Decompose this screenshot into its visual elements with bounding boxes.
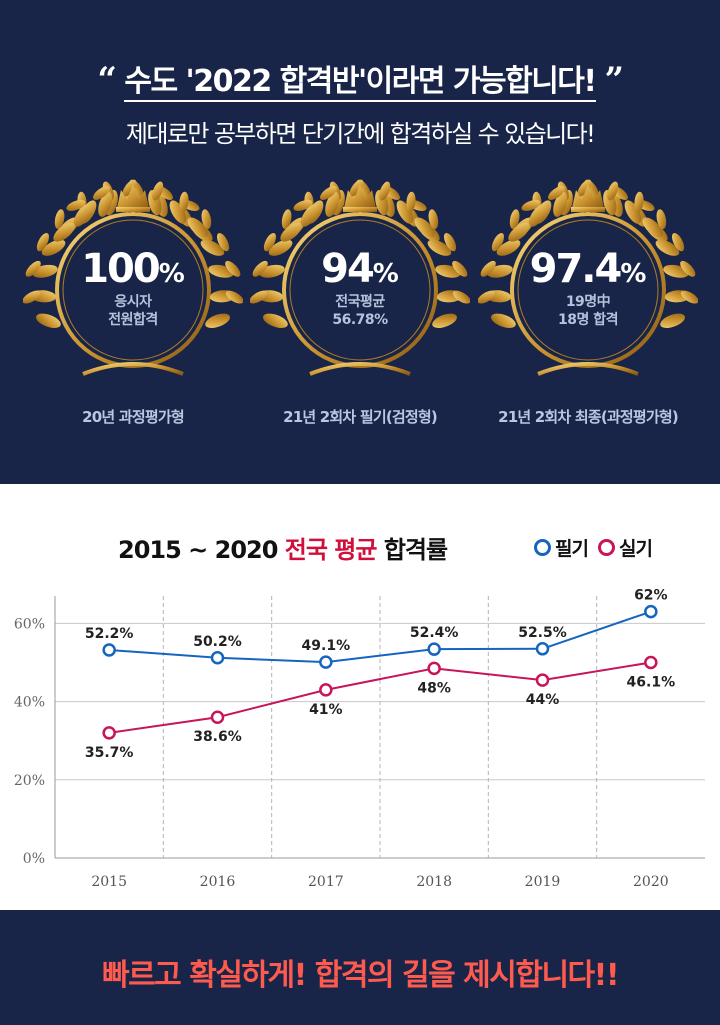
open-quote: “ bbox=[97, 60, 117, 100]
award-caption: 20년 과정평가형 bbox=[82, 408, 185, 426]
award-value: 100% bbox=[81, 246, 185, 292]
laurel-wreath-icon bbox=[23, 179, 243, 376]
data-point bbox=[644, 655, 658, 670]
data-point bbox=[210, 710, 225, 724]
award-caption: 21년 2회차 필기(검정형) bbox=[283, 408, 438, 426]
x-tick-label: 2016 bbox=[200, 874, 236, 890]
y-tick-label: 0% bbox=[23, 851, 45, 867]
footer-banner: 빠르고 확실하게! 합격의 길을 제시합니다!! bbox=[0, 910, 720, 1025]
x-tick-label: 2020 bbox=[633, 874, 669, 890]
data-point bbox=[319, 655, 333, 669]
x-tick-label: 2019 bbox=[525, 874, 561, 890]
circle-marker-icon bbox=[534, 539, 551, 556]
data-point bbox=[427, 661, 441, 676]
award-badge-3: 97.4% 19명中 18명 합격 21년 2회차 최종(과정평가형) bbox=[478, 178, 698, 426]
subline: 제대로만 공부하면 단기간에 합격하실 수 있습니다! bbox=[125, 120, 596, 148]
legend-item-written: 필기 bbox=[534, 534, 589, 561]
legend-item-practical: 실기 bbox=[597, 534, 653, 561]
data-point bbox=[319, 683, 333, 697]
data-label: 41% bbox=[309, 702, 343, 718]
series-line-2 bbox=[109, 661, 651, 734]
y-tick-label: 40% bbox=[14, 695, 45, 711]
data-label: 49.1% bbox=[302, 638, 351, 654]
y-tick-label: 60% bbox=[14, 616, 45, 632]
headline: “ 수도 '2022 합격반'이라면 가능합니다! ” bbox=[0, 56, 720, 102]
data-point bbox=[535, 642, 550, 656]
headline-text: 수도 '2022 합격반'이라면 가능합니다! bbox=[124, 64, 597, 102]
award-badge-1: 100% 응시자 전원합격 20년 과정평가형 bbox=[23, 178, 243, 426]
data-point bbox=[644, 604, 658, 619]
data-point bbox=[102, 643, 116, 657]
award-detail: 19명中 18명 합격 bbox=[558, 294, 619, 328]
data-point bbox=[535, 673, 550, 687]
data-point bbox=[427, 642, 441, 656]
data-label: 35.7% bbox=[85, 745, 134, 761]
award-value: 97.4% bbox=[529, 246, 647, 292]
data-label: 48% bbox=[417, 680, 451, 696]
footer-text: 빠르고 확실하게! 합격의 길을 제시합니다!! bbox=[101, 958, 620, 993]
data-point bbox=[210, 651, 225, 665]
laurel-wreath-icon bbox=[250, 179, 470, 376]
chart-legend: 필기 실기 bbox=[534, 534, 653, 561]
data-label: 50.2% bbox=[193, 634, 242, 650]
y-tick-label: 20% bbox=[14, 773, 45, 789]
data-label: 52.2% bbox=[85, 626, 134, 642]
x-tick-label: 2017 bbox=[308, 874, 344, 890]
circle-marker-icon bbox=[597, 539, 615, 556]
laurel-wreath-icon bbox=[478, 179, 698, 376]
x-tick-label: 2018 bbox=[416, 874, 452, 890]
data-label: 52.4% bbox=[410, 625, 459, 641]
award-detail: 전국평균 56.78% bbox=[332, 294, 388, 328]
data-label: 46.1% bbox=[627, 674, 676, 690]
data-label: 44% bbox=[526, 692, 560, 708]
x-tick-label: 2015 bbox=[91, 874, 127, 890]
award-badge-2: 94% 전국평균 56.78% 21년 2회차 필기(검정형) bbox=[250, 178, 470, 426]
award-detail: 응시자 전원합격 bbox=[108, 294, 158, 328]
close-quote: ” bbox=[604, 60, 625, 100]
award-caption: 21년 2회차 최종(과정평가형) bbox=[498, 408, 679, 426]
series-line-1 bbox=[109, 610, 652, 664]
award-value: 94% bbox=[321, 246, 399, 292]
data-point bbox=[102, 726, 116, 740]
data-label: 62% bbox=[634, 588, 668, 604]
line-chart: 0% 20% 40% 60% 2015 2016 2017 2018 2019 2020 52.2%… bbox=[14, 588, 705, 890]
data-label: 52.5% bbox=[518, 625, 567, 641]
hero-section: “ 수도 '2022 합격반'이라면 가능합니다! ” 제대로만 공부하면 단기… bbox=[0, 0, 720, 484]
data-label: 38.6% bbox=[193, 729, 242, 745]
chart-title: 2015 ~ 2020 전국 평균 합격률 bbox=[118, 536, 448, 564]
